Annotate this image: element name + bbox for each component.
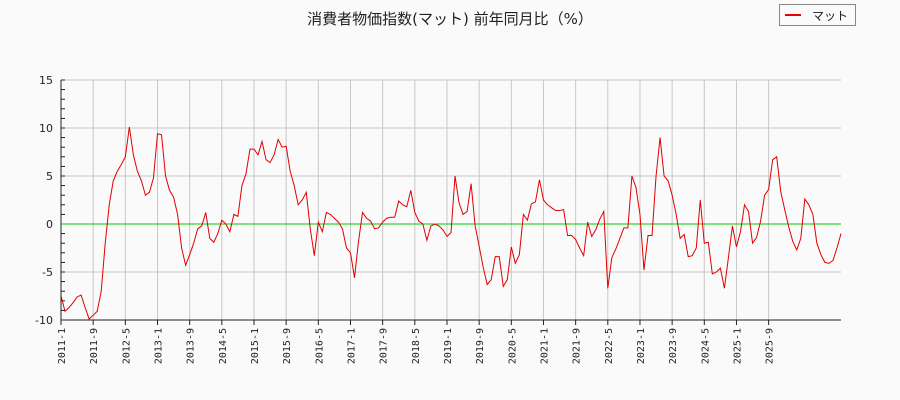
x-tick-label: 2022-5 xyxy=(604,328,615,364)
legend-swatch-icon xyxy=(785,14,801,16)
y-tick-label: 5 xyxy=(46,170,53,183)
y-tick-label: 10 xyxy=(39,122,53,135)
x-tick-label: 2018-5 xyxy=(411,328,422,364)
x-tick-label: 2023-1 xyxy=(636,328,647,364)
legend: マット xyxy=(779,4,856,26)
x-tick-label: 2021-9 xyxy=(572,328,583,364)
y-tick-label: 0 xyxy=(46,218,53,231)
x-tick-label: 2014-5 xyxy=(218,328,229,364)
x-tick-label: 2021-1 xyxy=(539,328,550,364)
x-tick-label: 2024-5 xyxy=(700,328,711,364)
y-tick-label: 15 xyxy=(39,74,53,87)
series-line xyxy=(60,126,842,320)
y-tick-label: -10 xyxy=(35,314,53,327)
x-tick-label: 2025-9 xyxy=(765,328,776,364)
x-tick-label: 2020-5 xyxy=(507,328,518,364)
x-tick-label: 2017-9 xyxy=(379,328,390,364)
x-tick-label: 2019-9 xyxy=(475,328,486,364)
y-tick-label: -5 xyxy=(42,266,53,279)
x-tick-label: 2013-1 xyxy=(153,328,164,364)
x-tick-label: 2013-9 xyxy=(186,328,197,364)
x-tick-label: 2019-1 xyxy=(443,328,454,364)
x-tick-label: 2023-9 xyxy=(668,328,679,364)
x-tick-label: 2012-5 xyxy=(121,328,132,364)
x-tick-label: 2025-1 xyxy=(732,328,743,364)
x-tick-label: 2015-1 xyxy=(250,328,261,364)
x-tick-label: 2017-1 xyxy=(346,328,357,364)
x-tick-label: 2011-9 xyxy=(89,328,100,364)
chart-title: 消費者物価指数(マット) 前年同月比（%） xyxy=(307,10,593,28)
x-tick-label: 2011-1 xyxy=(57,328,68,364)
legend-label: マット xyxy=(812,9,849,23)
x-tick-label: 2015-9 xyxy=(282,328,293,364)
x-tick-label: 2016-5 xyxy=(314,328,325,364)
